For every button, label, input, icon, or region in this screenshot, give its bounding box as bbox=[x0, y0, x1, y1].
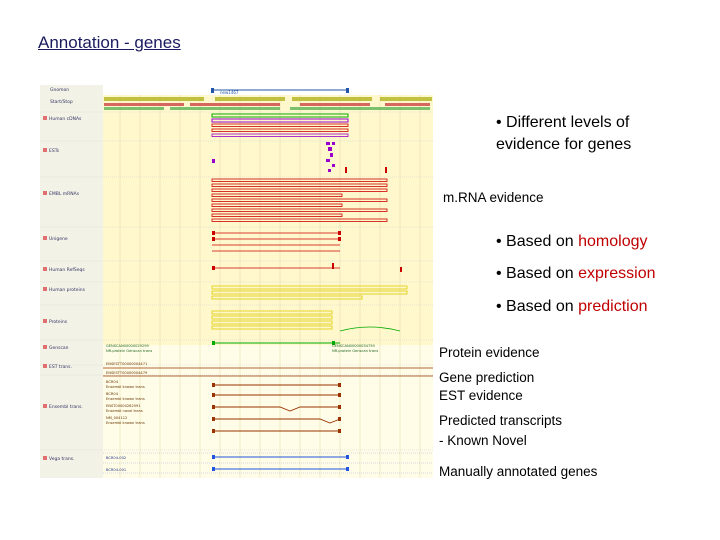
svg-text:Ensembl known trans: Ensembl known trans bbox=[106, 421, 145, 425]
label-est-evidence: EST evidence bbox=[439, 388, 523, 403]
svg-text:Human cDNAs: Human cDNAs bbox=[49, 116, 82, 122]
bullet-expression-prefix: • Based on bbox=[496, 265, 579, 282]
bullet-homology-prefix: • Based on bbox=[496, 233, 579, 250]
svg-text:new1467: new1467 bbox=[220, 90, 239, 95]
svg-text:Human proteins: Human proteins bbox=[49, 287, 86, 293]
bullet-homology-word: homology bbox=[578, 233, 648, 250]
svg-text:Human RefSeqs: Human RefSeqs bbox=[49, 267, 85, 273]
bullet-prediction-prefix: • Based on bbox=[496, 298, 579, 315]
label-known-novel: - Known Novel bbox=[439, 433, 527, 448]
svg-text:ESTs: ESTs bbox=[49, 148, 60, 154]
slide-title: Annotation - genes bbox=[38, 33, 181, 52]
svg-text:Start/Stop: Start/Stop bbox=[50, 99, 73, 105]
svg-text:Unigene: Unigene bbox=[49, 236, 68, 242]
bullet-line-1: • Different levels of bbox=[496, 114, 630, 131]
svg-text:ENST00000262591: ENST00000262591 bbox=[106, 404, 141, 408]
bullet-different-levels: • Different levels of evidence for genes bbox=[496, 114, 631, 154]
svg-text:EST trans.: EST trans. bbox=[49, 364, 72, 370]
label-mrna-evidence: m.RNA evidence bbox=[443, 190, 544, 205]
svg-text:GENSCAN00000034759: GENSCAN00000034759 bbox=[332, 344, 376, 348]
svg-text:ENSESTT00000004471: ENSESTT00000004471 bbox=[106, 362, 147, 366]
bullet-prediction-word: prediction bbox=[578, 298, 648, 315]
svg-text:Gnomon: Gnomon bbox=[50, 87, 69, 93]
label-protein-evidence: Protein evidence bbox=[439, 345, 540, 360]
svg-text:BCR04: BCR04 bbox=[106, 380, 119, 384]
label-manually-annotated: Manually annotated genes bbox=[439, 464, 598, 479]
svg-text:NR-protein Genscan trans: NR-protein Genscan trans bbox=[332, 349, 378, 353]
bullet-line-2: evidence for genes bbox=[496, 136, 632, 153]
svg-text:Ensembl novel trans: Ensembl novel trans bbox=[106, 409, 143, 413]
svg-text:Ensembl known trans: Ensembl known trans bbox=[106, 385, 145, 389]
svg-text:GENSCAN00000029299: GENSCAN00000029299 bbox=[106, 344, 150, 348]
svg-text:BCR04-002: BCR04-002 bbox=[106, 456, 126, 460]
svg-text:Ensembl trans.: Ensembl trans. bbox=[49, 404, 83, 410]
bullet-prediction: • Based on prediction bbox=[496, 298, 647, 316]
genome-browser-screenshot: Gnomon Start/Stop Human cDNAs ESTs EMBL … bbox=[40, 85, 433, 478]
svg-text:Genscan: Genscan bbox=[49, 345, 69, 351]
bullet-homology: • Based on homology bbox=[496, 233, 647, 251]
label-gene-prediction: Gene prediction bbox=[439, 370, 535, 385]
svg-text:Vega trans.: Vega trans. bbox=[49, 456, 75, 462]
svg-text:ENSESTT00000004479: ENSESTT00000004479 bbox=[106, 371, 148, 375]
bullet-expression: • Based on expression bbox=[496, 265, 655, 283]
label-predicted-transcripts: Predicted transcripts bbox=[439, 413, 563, 428]
svg-text:Proteins: Proteins bbox=[49, 319, 68, 325]
svg-text:NM_004112: NM_004112 bbox=[106, 416, 127, 420]
svg-text:NR-protein Genscan trans: NR-protein Genscan trans bbox=[106, 349, 152, 353]
svg-text:Ensembl known trans: Ensembl known trans bbox=[106, 397, 145, 401]
svg-text:BCR04-001: BCR04-001 bbox=[106, 468, 126, 472]
svg-text:BCR04: BCR04 bbox=[106, 392, 119, 396]
svg-text:EMBL mRNAs: EMBL mRNAs bbox=[49, 191, 80, 197]
bullet-expression-word: expression bbox=[578, 265, 656, 282]
